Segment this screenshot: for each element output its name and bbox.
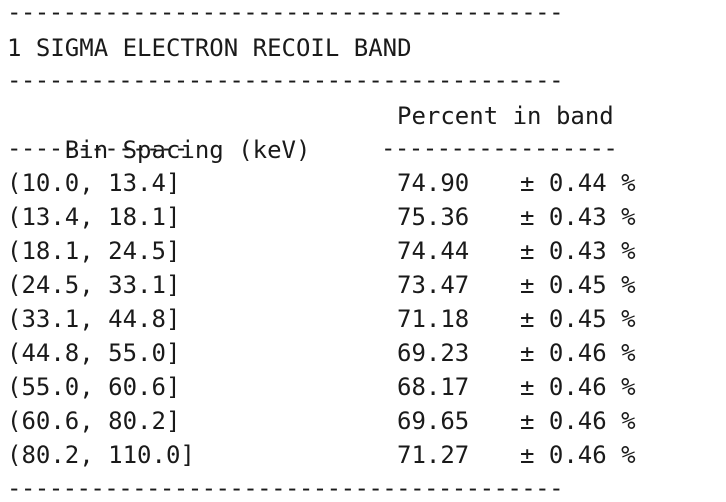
bin-range: (13.4, 18.1] xyxy=(7,203,181,231)
bin-range: (10.0, 13.4] xyxy=(7,169,181,197)
bottom-rule: ---------------------------------------- xyxy=(7,478,563,498)
percent-error: ± 0.44 % xyxy=(520,169,636,197)
percent-error: ± 0.45 % xyxy=(520,305,636,333)
sigma-band-report: ----------------------------------------… xyxy=(7,0,719,502)
bin-range: (60.6, 80.2] xyxy=(7,407,181,435)
bin-range: (55.0, 60.6] xyxy=(7,373,181,401)
title-rule: ---------------------------------------- xyxy=(7,70,563,90)
percent-value: 74.90 xyxy=(397,169,470,197)
percent-value: 71.18 xyxy=(397,305,470,333)
bin-range: (80.2, 110.0] xyxy=(7,441,195,469)
bin-range: (33.1, 44.8] xyxy=(7,305,181,333)
percent-error: ± 0.46 % xyxy=(520,373,636,401)
bin-spacing-header: Bin Spacing (keV) xyxy=(64,136,311,164)
bin-header-underline: ------------- xyxy=(7,138,188,158)
percent-header: Percent in band xyxy=(397,102,614,130)
percent-error: ± 0.46 % xyxy=(520,339,636,367)
bin-range: (44.8, 55.0] xyxy=(7,339,181,367)
percent-error: ± 0.46 % xyxy=(520,441,636,469)
percent-value: 74.44 xyxy=(397,237,470,265)
percent-error: ± 0.45 % xyxy=(520,271,636,299)
report-title: 1 SIGMA ELECTRON RECOIL BAND xyxy=(7,34,412,62)
percent-value: 69.65 xyxy=(397,407,470,435)
percent-value: 73.47 xyxy=(397,271,470,299)
percent-value: 69.23 xyxy=(397,339,470,367)
top-rule: ---------------------------------------- xyxy=(7,2,563,22)
percent-error: ± 0.46 % xyxy=(520,407,636,435)
bin-range: (18.1, 24.5] xyxy=(7,237,181,265)
bin-range: (24.5, 33.1] xyxy=(7,271,181,299)
percent-value: 68.17 xyxy=(397,373,470,401)
percent-error: ± 0.43 % xyxy=(520,237,636,265)
percent-error: ± 0.43 % xyxy=(520,203,636,231)
percent-value: 75.36 xyxy=(397,203,470,231)
header-row: Bin Spacing (keV) xyxy=(7,99,311,164)
percent-value: 71.27 xyxy=(397,441,470,469)
percent-header-underline: ----------------- xyxy=(381,138,618,158)
